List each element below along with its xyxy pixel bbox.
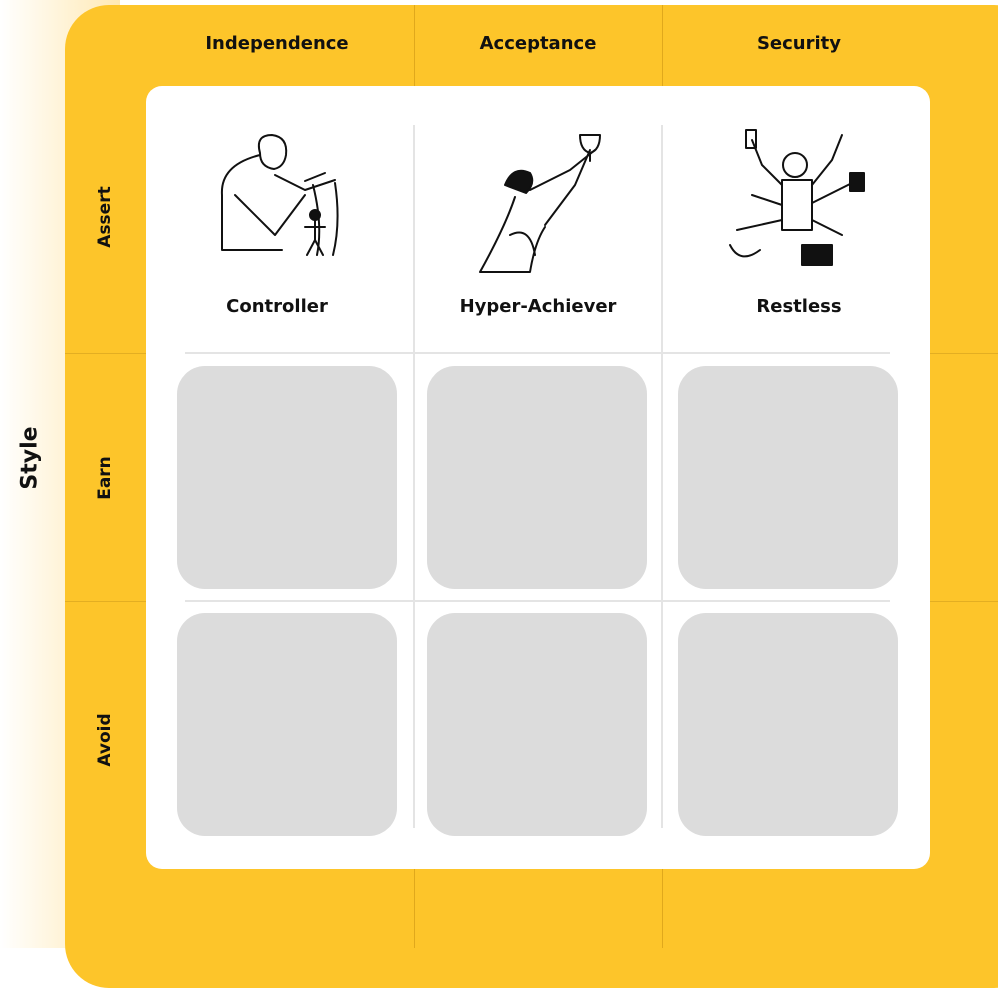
row-header: Assert — [95, 186, 115, 248]
restless-illustration — [729, 129, 865, 266]
placeholder-card — [177, 613, 397, 836]
column-header: Independence — [205, 33, 349, 54]
card-label: Hyper-Achiever — [459, 296, 617, 317]
grid-divider — [185, 600, 890, 602]
grid-divider — [661, 125, 663, 828]
grid-divider — [185, 352, 890, 354]
placeholder-card — [427, 366, 647, 589]
grid-divider — [413, 125, 415, 828]
card-label: Restless — [756, 296, 842, 317]
row-header: Earn — [95, 456, 115, 500]
placeholder-card — [177, 366, 397, 589]
placeholder-card — [427, 613, 647, 836]
placeholder-card — [678, 366, 898, 589]
column-header: Acceptance — [479, 33, 597, 54]
card-label: Controller — [226, 296, 328, 317]
axis-label: Style — [17, 426, 43, 490]
hyper-achiever-illustration — [479, 134, 601, 273]
placeholder-card — [678, 613, 898, 836]
controller-illustration — [220, 134, 339, 256]
column-header: Security — [756, 33, 842, 54]
row-header: Avoid — [95, 713, 115, 767]
